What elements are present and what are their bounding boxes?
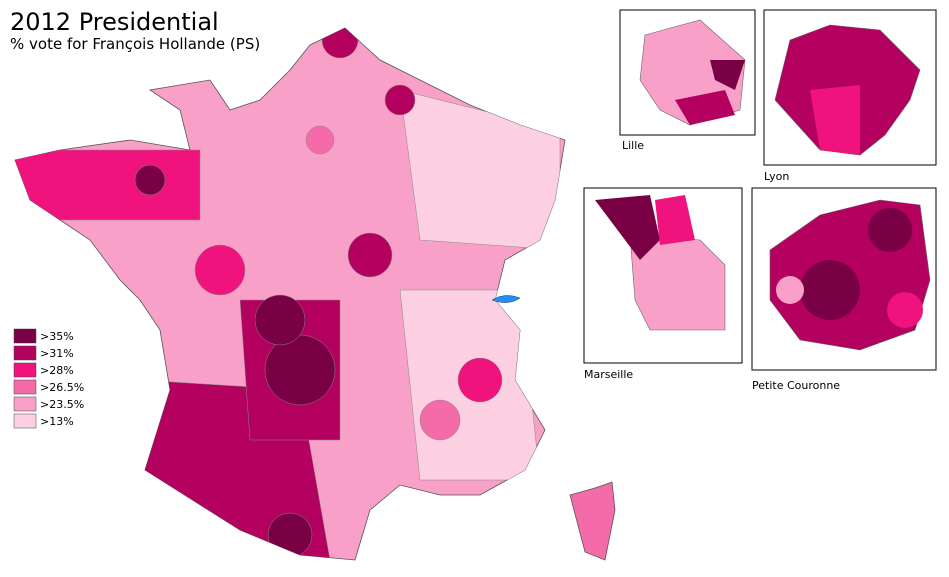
legend-label: >26.5% (40, 381, 84, 394)
legend-label: >23.5% (40, 398, 84, 411)
legend-swatch (13, 328, 37, 344)
legend-label: >13% (40, 415, 74, 428)
inset-label: Lyon (764, 170, 789, 183)
subtitle: % vote for François Hollande (PS) (10, 36, 261, 53)
legend-swatch (13, 379, 37, 395)
inset-label: Lille (622, 139, 644, 152)
france-map (14, 27, 616, 561)
legend-swatch (13, 413, 37, 429)
legend-label: >35% (40, 330, 74, 343)
legend: >35% >31% >28% >26.5% >23.5% >13% (13, 328, 84, 429)
title: 2012 Presidential (10, 8, 219, 36)
subtitle-box: % vote for François Hollande (PS) (10, 36, 261, 53)
insets: Lille Lyon Marseille Petite Couronne (583, 9, 937, 392)
inset-label: Marseille (584, 368, 633, 381)
legend-swatch (13, 396, 37, 412)
inset-label: Petite Couronne (752, 379, 840, 392)
legend-swatch (13, 362, 37, 378)
legend-swatch (13, 345, 37, 361)
legend-label: >28% (40, 364, 74, 377)
legend-label: >31% (40, 347, 74, 360)
